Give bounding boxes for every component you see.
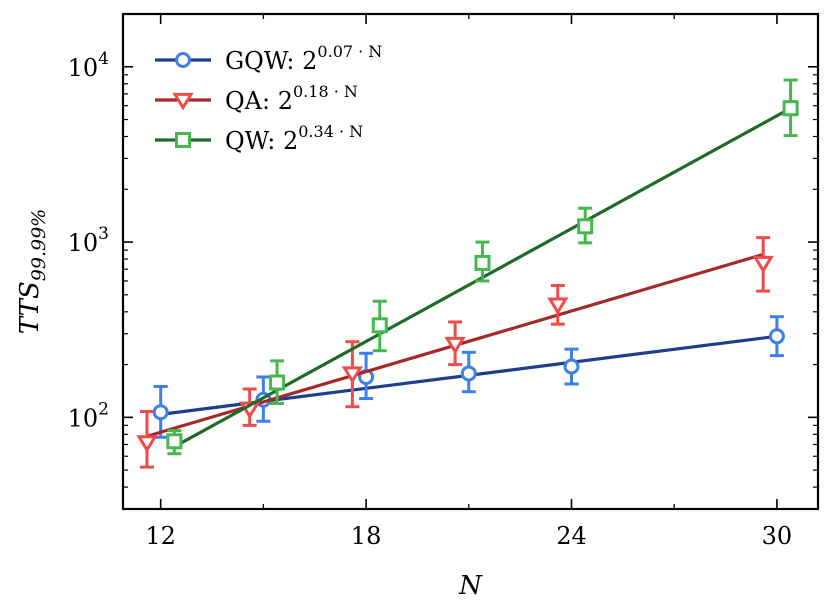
legend-label: QA: 20.18 · N [225, 82, 358, 115]
data-point [371, 299, 388, 353]
legend-label: QW: 20.34 · N [225, 122, 363, 155]
marker-square [577, 218, 594, 235]
legend-item-qw: QW: 20.34 · N [155, 122, 363, 155]
y-tick-label: 104 [68, 49, 109, 82]
data-point [577, 206, 594, 245]
y-axis-label: TTS99.99% [15, 209, 50, 334]
marker-circle [152, 404, 169, 421]
data-point [474, 240, 491, 283]
marker-triangle-down [444, 336, 466, 355]
marker-square [371, 317, 388, 334]
plot-frame [121, 12, 820, 511]
y-tick-label: 102 [68, 399, 109, 432]
marker-square [166, 433, 183, 450]
marker-triangle-down [136, 435, 158, 453]
legend-item-gqw: GQW: 20.07 · N [155, 42, 382, 75]
series-layer [136, 78, 799, 469]
marker-square [269, 374, 286, 391]
data-point [444, 320, 466, 367]
x-tick-label: 18 [351, 522, 382, 550]
data-point [460, 350, 477, 394]
marker-triangle-down [547, 297, 569, 316]
legend-label: GQW: 20.07 · N [225, 42, 382, 75]
series-qa [136, 236, 774, 469]
x-axis-label: N [458, 571, 483, 601]
legend-item-qa: QA: 20.18 · N [155, 82, 358, 115]
x-tick-label: 24 [556, 522, 587, 550]
data-point [547, 284, 569, 326]
marker-circle [768, 328, 785, 345]
marker-square [782, 100, 799, 117]
data-point [136, 409, 158, 469]
data-point [152, 384, 169, 439]
x-tick-label: 12 [145, 522, 176, 550]
series-qw [166, 78, 799, 456]
data-point [782, 78, 799, 138]
marker-triangle-down [341, 366, 364, 384]
data-point [269, 359, 286, 405]
data-point [563, 347, 580, 386]
tick-layer: 12 18 24 30 102 103 104 [68, 13, 818, 550]
data-point [358, 351, 375, 401]
legend-marker [172, 92, 194, 111]
marker-square [474, 254, 491, 271]
marker-triangle-down [752, 255, 774, 274]
y-tick-label: 103 [68, 224, 109, 257]
legend-marker [175, 132, 191, 148]
data-point [166, 429, 183, 456]
data-point [752, 236, 774, 293]
legend: GQW: 20.07 · N QA: 20.18 · N QW: 20.34 · N [155, 42, 382, 155]
legend-marker [175, 52, 191, 68]
x-tick-label: 30 [762, 522, 793, 550]
data-point [341, 340, 364, 409]
marker-circle [460, 365, 477, 382]
marker-circle [563, 358, 580, 375]
data-point [768, 315, 785, 358]
